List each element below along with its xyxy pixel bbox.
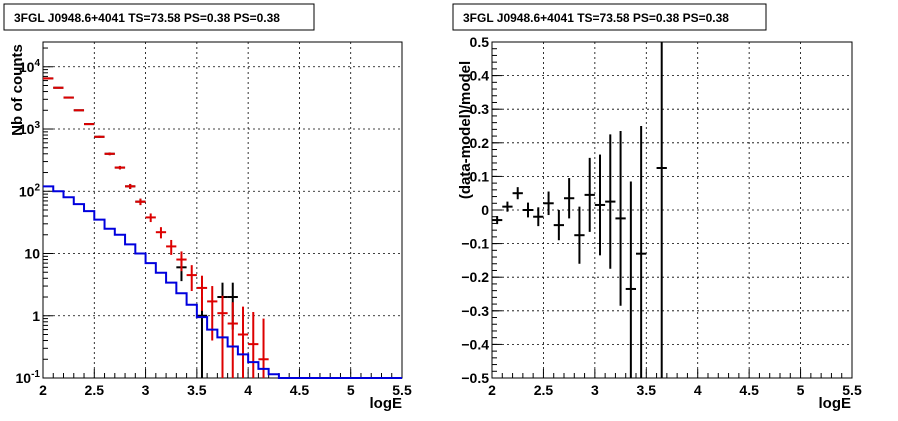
y-tick-label: 10 [24,246,40,262]
x-tick-label: 3 [142,382,150,398]
y-tick-label: 102 [19,182,41,199]
y-tick-label: −0.3 [461,303,489,319]
y-tick-label: 0.2 [470,135,490,151]
counts-x-axis-label: logE [370,395,403,412]
x-tick-label: 4.5 [739,382,759,398]
residual-panel: 3FGL J0948.6+4041 TS=73.58 PS=0.38 PS=0.… [452,3,862,412]
residual-data-marks [492,42,667,378]
x-tick-label: 3.5 [637,382,657,398]
x-tick-label: 2.5 [534,382,554,398]
residual-title-box [452,3,767,31]
counts-y-axis-label: Nb of counts [9,44,26,136]
counts-title: 3FGL J0948.6+4041 TS=73.58 PS=0.38 PS=0.… [14,11,280,25]
y-tick-label: 0.3 [470,101,490,117]
y-tick-label: 0 [481,202,489,218]
residual-x-axis-label: logE [819,395,852,412]
y-tick-label: 1 [32,308,40,324]
x-tick-label: 5.5 [392,382,412,398]
counts-title-box [3,3,315,31]
x-tick-label: 4.5 [290,382,310,398]
counts-panel: 3FGL J0948.6+4041 TS=73.58 PS=0.38 PS=0.… [3,3,412,412]
y-tick-label: 10-1 [16,369,41,386]
y-tick-label: 0.1 [470,168,490,184]
y-tick-label: −0.4 [461,336,489,352]
counts-data-marks [43,77,402,379]
residual-grid [492,42,852,378]
y-tick-label: −0.5 [461,370,489,386]
x-tick-label: 5.5 [842,382,862,398]
y-tick-label: −0.1 [461,236,489,252]
x-tick-label: 4 [244,382,252,398]
y-tick-label: 0.5 [470,34,490,50]
x-tick-label: 2 [488,382,496,398]
x-tick-label: 3.5 [187,382,207,398]
x-tick-label: 4 [694,382,702,398]
y-tick-label: 0.4 [470,68,490,84]
residual-axis-ticks: 2 2.5 3 3.5 4 4.5 5 5.5 −0.5 −0.4 −0.3 −0.2 −0.1 0 0.1… [461,34,862,398]
y-tick-label: −0.2 [461,269,489,285]
x-tick-label: 2 [39,382,47,398]
residual-y-axis-label: (data-model)/model [457,61,474,199]
x-tick-label: 3 [591,382,599,398]
x-tick-label: 2.5 [85,382,105,398]
counts-grid [43,42,402,378]
residual-title: 3FGL J0948.6+4041 TS=73.58 PS=0.38 PS=0.… [463,11,729,25]
model-step-line [43,185,402,379]
x-tick-label: 5 [347,382,355,398]
x-tick-label: 5 [797,382,805,398]
